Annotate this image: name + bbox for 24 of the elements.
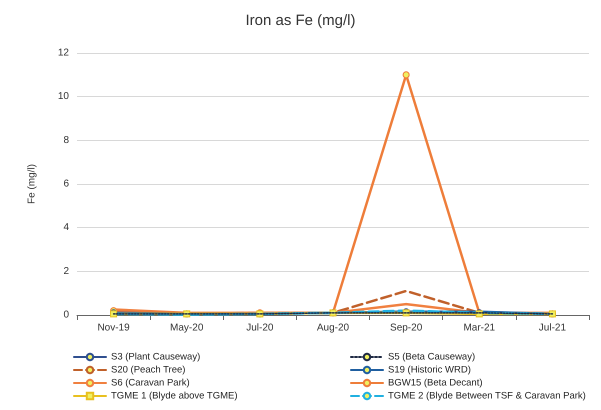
legend-label: S19 (Historic WRD): [388, 364, 471, 376]
chart-title: Iron as Fe (mg/l): [245, 12, 356, 29]
x-tick-label: Mar-21: [463, 322, 496, 334]
legend-label: TGME 2 (Blyde Between TSF & Caravan Park): [388, 390, 586, 402]
legend-label: S3 (Plant Causeway): [111, 352, 200, 362]
y-tick-label: 0: [63, 310, 70, 320]
y-tick-label: 6: [63, 178, 70, 190]
legend-label: S20 (Peach Tree): [111, 364, 186, 376]
x-tick-label: Jul-21: [538, 322, 566, 334]
y-tick-label: 2: [63, 266, 70, 277]
x-tick-label: Jul-20: [246, 322, 274, 334]
y-tick-label: 4: [63, 222, 70, 234]
y-axis-title: Fe (mg/l): [26, 164, 38, 204]
legend-label: S5 (Beta Causeway): [388, 352, 476, 362]
legend-label: BGW15 (Beta Decant): [388, 378, 483, 388]
legend-label: TGME 1 (Blyde above TGME): [111, 390, 238, 402]
x-tick-label: Nov-19: [97, 322, 130, 334]
y-tick-label: 12: [58, 48, 70, 58]
y-tick-label: 10: [58, 91, 70, 102]
x-tick-label: May-20: [170, 322, 204, 334]
legend-label: S6 (Caravan Park): [111, 378, 190, 388]
y-tick-label: 8: [63, 134, 70, 146]
x-tick-label: Aug-20: [316, 322, 350, 334]
x-tick-label: Sep-20: [390, 322, 423, 334]
